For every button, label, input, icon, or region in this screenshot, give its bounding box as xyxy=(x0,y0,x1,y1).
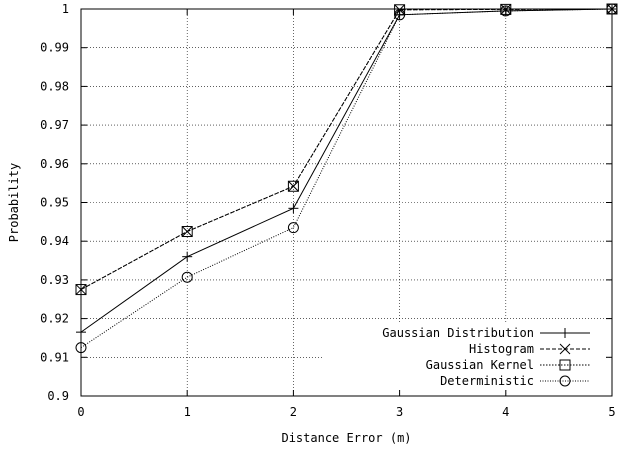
y-tick-label: 0.9 xyxy=(47,389,69,403)
x-tick-label: 1 xyxy=(184,405,191,419)
y-tick-label: 0.91 xyxy=(40,350,69,364)
y-tick-label: 0.94 xyxy=(40,234,69,248)
series-gaussian-kernel xyxy=(75,3,618,296)
point-marker-circle xyxy=(500,5,512,17)
series-histogram xyxy=(75,3,618,295)
series-line xyxy=(80,8,613,291)
y-tick-label: 0.96 xyxy=(40,157,69,171)
y-tick-label: 1 xyxy=(62,2,69,16)
point-marker-cross xyxy=(559,343,571,355)
point-marker-circle xyxy=(559,375,571,387)
point-marker-circle xyxy=(181,271,193,283)
legend: Gaussian Distribution Histogram Gaussian K… xyxy=(322,323,604,389)
x-tick-label: 3 xyxy=(396,405,403,419)
legend-label: Histogram xyxy=(469,342,534,356)
x-tick-label: 0 xyxy=(77,405,84,419)
point-marker-square xyxy=(181,226,193,238)
x-tick-label: 2 xyxy=(290,405,297,419)
x-tick-label: 5 xyxy=(608,405,615,419)
legend-label: Deterministic xyxy=(440,374,534,388)
legend-label: Gaussian Distribution xyxy=(382,326,534,340)
series-gaussian-distribution xyxy=(76,4,617,338)
point-marker-square xyxy=(559,359,571,371)
series-line xyxy=(80,8,613,349)
x-axis-label: Distance Error (m) xyxy=(281,431,411,445)
series-line xyxy=(80,8,613,333)
y-tick-label: 0.97 xyxy=(40,118,69,132)
point-marker-circle xyxy=(287,222,299,234)
y-tick-label: 0.99 xyxy=(40,41,69,55)
tick-layer: 0.9 0.91 0.92 0.93 0.94 0.95 0.96 0.97 0.98 0.99 1… xyxy=(40,2,616,419)
y-tick-label: 0.95 xyxy=(40,196,69,210)
series-deterministic xyxy=(75,3,618,354)
y-tick-label: 0.98 xyxy=(40,79,69,93)
y-tick-label: 0.92 xyxy=(40,312,69,326)
series-layer xyxy=(75,3,618,354)
y-axis-label: Probability xyxy=(7,163,21,242)
legend-background xyxy=(322,323,604,389)
series-line xyxy=(80,8,613,291)
x-tick-label: 4 xyxy=(502,405,509,419)
point-marker-square xyxy=(287,180,299,192)
legend-label: Gaussian Kernel xyxy=(426,358,534,372)
y-tick-label: 0.93 xyxy=(40,273,69,287)
point-marker-cross xyxy=(288,180,299,192)
